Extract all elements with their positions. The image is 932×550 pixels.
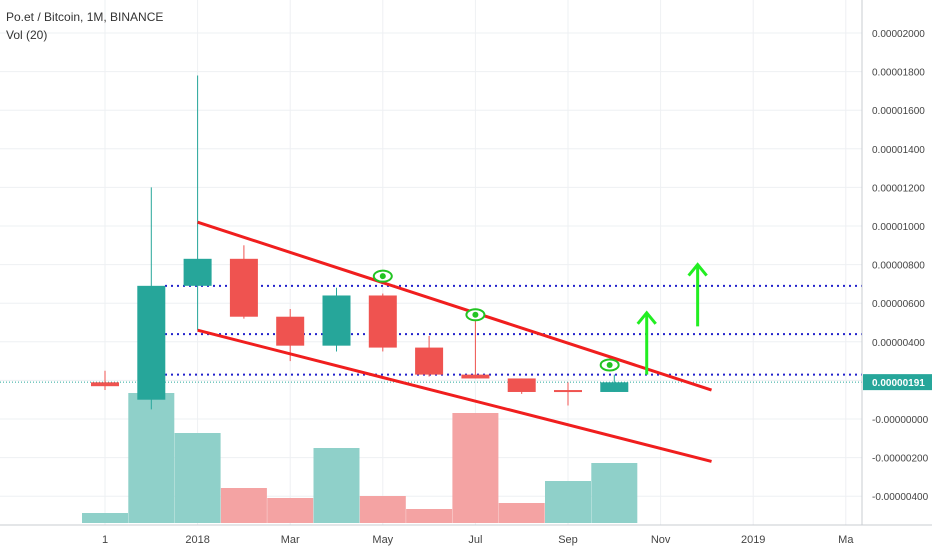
candle-body — [276, 316, 305, 346]
candle-body — [554, 390, 582, 393]
candle-body — [461, 374, 490, 379]
volume-bar — [359, 496, 406, 523]
x-tick-label: 1 — [102, 534, 108, 546]
volume-bar — [267, 498, 314, 523]
x-tick-label: 2019 — [741, 534, 765, 546]
y-tick-label: 0.00001400 — [872, 145, 925, 156]
volume-bar — [591, 463, 638, 523]
x-tick-label: Nov — [651, 534, 671, 546]
volume-bar — [406, 509, 453, 523]
x-tick-label: Jul — [468, 534, 482, 546]
candle-body — [229, 258, 258, 317]
volume-bar — [128, 393, 175, 523]
volume-bar — [452, 413, 499, 523]
x-tick-label: May — [372, 534, 393, 546]
candle-body — [137, 285, 166, 400]
price-axis-background — [862, 0, 932, 550]
eye-pupil — [472, 311, 479, 318]
eye-pupil — [379, 273, 386, 280]
y-tick-label: 0.00001000 — [872, 222, 925, 233]
volume-bar — [82, 513, 128, 523]
y-tick-label: 0.00000800 — [872, 261, 925, 272]
volume-bar — [545, 481, 591, 523]
up-arrow-icon — [636, 310, 657, 325]
candle-body — [415, 347, 444, 375]
y-tick-label: 0.00001800 — [872, 68, 925, 79]
candle-body — [507, 378, 536, 392]
candle-body — [368, 295, 397, 348]
y-tick-label: -0.00000400 — [872, 492, 929, 503]
volume-bar — [313, 448, 360, 523]
trendline — [197, 220, 712, 392]
volume-bar — [220, 488, 267, 523]
candle-body — [322, 295, 351, 346]
y-tick-label: 0.00000600 — [872, 299, 925, 310]
y-tick-label: 0.00002000 — [872, 29, 925, 40]
y-tick-label: 0.00000400 — [872, 338, 925, 349]
current-price-badge — [863, 374, 932, 391]
volume-bar — [174, 433, 221, 523]
candle-body — [91, 382, 119, 387]
x-tick-label: 2018 — [185, 534, 209, 546]
y-tick-label: -0.00000000 — [872, 415, 929, 426]
y-tick-label: 0.00001200 — [872, 183, 925, 194]
x-tick-label: Sep — [558, 534, 578, 546]
y-tick-label: 0.00001600 — [872, 106, 925, 117]
candle-body — [183, 258, 212, 286]
candle-body — [600, 382, 629, 392]
volume-legend: Vol (20) — [6, 28, 48, 42]
current-price-label: 0.00000191 — [872, 378, 925, 389]
up-arrow-icon — [687, 262, 708, 277]
x-tick-label: Ma — [838, 534, 854, 546]
chart-title: Po.et / Bitcoin, 1M, BINANCE — [6, 10, 164, 24]
x-tick-label: Mar — [281, 534, 300, 546]
eye-pupil — [606, 361, 613, 368]
y-tick-label: -0.00000200 — [872, 454, 929, 465]
trendline — [197, 328, 712, 463]
volume-bar — [498, 503, 545, 523]
